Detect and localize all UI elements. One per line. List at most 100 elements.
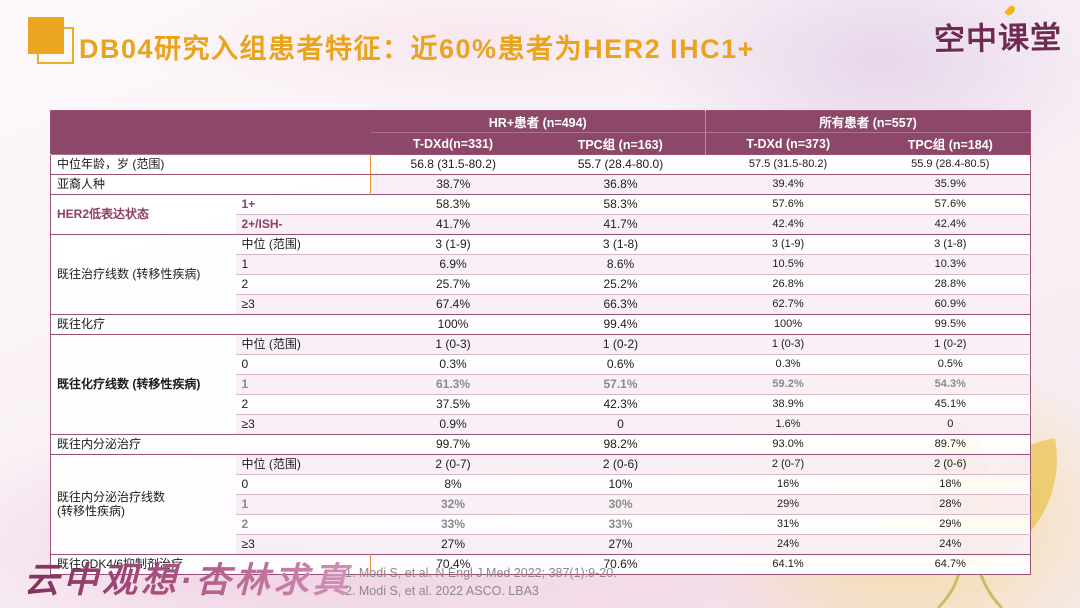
value-cell: 1.6% bbox=[705, 414, 871, 435]
value-cell: 0.3% bbox=[370, 354, 536, 375]
value-cell: 2 (0-7) bbox=[370, 454, 536, 475]
row-sublabel: 中位 (范围) bbox=[235, 454, 371, 475]
value-cell: 45.1% bbox=[870, 394, 1031, 415]
value-cell: 3 (1-8) bbox=[870, 234, 1031, 255]
value-cell: 29% bbox=[705, 494, 871, 515]
value-cell: 100% bbox=[705, 314, 871, 335]
row-sublabel: ≥3 bbox=[235, 534, 371, 555]
value-cell: 38.7% bbox=[370, 174, 536, 195]
table-row: 1 6.9% 8.6% 10.5% 10.3% bbox=[51, 254, 1031, 275]
row-sublabel: 中位 (范围) bbox=[235, 234, 371, 255]
table-row: 既往内分泌治疗线数 (转移性疾病) 中位 (范围) 2 (0-7) 2 (0-6) 2 … bbox=[50, 454, 1031, 555]
value-cell: 64.7% bbox=[870, 554, 1031, 575]
table-row: 2 25.7% 25.2% 26.8% 28.8% bbox=[51, 274, 1031, 295]
value-cell: 1 (0-3) bbox=[370, 334, 536, 355]
value-cell: 36.8% bbox=[535, 174, 706, 195]
table-row: 既往治疗线数 (转移性疾病) 中位 (范围) 3 (1-9) 3 (1-8) 3 (1-… bbox=[50, 234, 1031, 315]
value-cell: 24% bbox=[705, 534, 871, 555]
value-cell: 42.4% bbox=[870, 214, 1031, 235]
table-header-row: T-DXd(n=331) TPC组 (n=163) T-DXd (n=373) TPC… bbox=[51, 132, 1031, 155]
value-cell: 35.9% bbox=[870, 174, 1031, 195]
value-cell: 2 (0-6) bbox=[870, 454, 1031, 475]
table-row: 2 37.5% 42.3% 38.9% 45.1% bbox=[51, 394, 1031, 415]
row-label: 既往内分泌治疗线数 (转移性疾病) bbox=[50, 454, 236, 555]
table-row: 既往内分泌治疗 99.7% 98.2% 93.0% 89.7% bbox=[50, 434, 1031, 455]
value-cell: 57.1% bbox=[535, 374, 706, 395]
table-header: HR+患者 (n=494) 所有患者 (n=557) T-DXd(n=331) TPC… bbox=[50, 110, 1031, 155]
table-row: 既往化疗 100% 99.4% 100% 99.5% bbox=[50, 314, 1031, 335]
value-cell: 93.0% bbox=[705, 434, 871, 455]
table-row: 既往CDK4/6抑制剂治疗70.4%70.6%64.1%64.7% bbox=[50, 554, 1031, 575]
value-cell: 0 bbox=[870, 414, 1031, 435]
value-cell: 41.7% bbox=[535, 214, 706, 235]
value-cell: 57.6% bbox=[870, 194, 1031, 215]
value-cell: 55.9 (28.4-80.5) bbox=[870, 154, 1031, 175]
row-label: 既往内分泌治疗 bbox=[50, 434, 371, 455]
column-header: TPC组 (n=163) bbox=[535, 132, 706, 155]
value-cell: 99.7% bbox=[370, 434, 536, 455]
column-header: TPC组 (n=184) bbox=[870, 132, 1031, 155]
value-cell: 1 (0-2) bbox=[535, 334, 706, 355]
value-cell: 70.6% bbox=[535, 554, 706, 575]
value-cell: 30% bbox=[535, 494, 706, 515]
value-cell: 42.3% bbox=[535, 394, 706, 415]
value-cell: 6.9% bbox=[370, 254, 536, 275]
value-cell: 24% bbox=[870, 534, 1031, 555]
table-row: ≥3 0.9% 0 1.6% 0 bbox=[51, 414, 1031, 435]
value-cell: 57.6% bbox=[705, 194, 871, 215]
value-cell: 25.7% bbox=[370, 274, 536, 295]
row-sublabel: 1 bbox=[235, 494, 371, 515]
column-header: T-DXd(n=331) bbox=[370, 132, 536, 155]
value-cell: 0 bbox=[535, 414, 706, 435]
table-row: 中位年龄，岁 (范围) 56.8 (31.5-80.2) 55.7 (28.4-80… bbox=[50, 154, 1031, 175]
row-sublabel: 1+ bbox=[235, 194, 371, 215]
value-cell: 59.2% bbox=[705, 374, 871, 395]
value-cell: 32% bbox=[370, 494, 536, 515]
row-sublabel: 2 bbox=[235, 394, 371, 415]
value-cell: 8% bbox=[370, 474, 536, 495]
value-cell: 16% bbox=[705, 474, 871, 495]
table-header-row: HR+患者 (n=494) 所有患者 (n=557) bbox=[50, 110, 1031, 155]
value-cell: 3 (1-9) bbox=[370, 234, 536, 255]
value-cell: 0.3% bbox=[705, 354, 871, 375]
value-cell: 28.8% bbox=[870, 274, 1031, 295]
value-cell: 57.5 (31.5-80.2) bbox=[705, 154, 871, 175]
value-cell: 33% bbox=[535, 514, 706, 535]
value-cell: 98.2% bbox=[535, 434, 706, 455]
value-cell: 42.4% bbox=[705, 214, 871, 235]
value-cell: 31% bbox=[705, 514, 871, 535]
column-group-header: 所有患者 (n=557) bbox=[705, 110, 1031, 133]
table-corner-cell bbox=[50, 110, 371, 155]
value-cell: 70.4% bbox=[370, 554, 536, 575]
value-cell: 39.4% bbox=[705, 174, 871, 195]
row-sublabel: 1 bbox=[235, 254, 371, 275]
row-sublabel: 0 bbox=[235, 354, 371, 375]
value-cell: 58.3% bbox=[370, 194, 536, 215]
value-cell: 27% bbox=[535, 534, 706, 555]
row-label: 亚裔人种 bbox=[50, 174, 371, 195]
table-row: 2 33% 33% 31% 29% bbox=[51, 514, 1031, 535]
row-label: 既往CDK4/6抑制剂治疗 bbox=[50, 554, 371, 575]
table-row: 0 0.3% 0.6% 0.3% 0.5% bbox=[51, 354, 1031, 375]
value-cell: 67.4% bbox=[370, 294, 536, 315]
value-cell: 100% bbox=[370, 314, 536, 335]
value-cell: 37.5% bbox=[370, 394, 536, 415]
row-label: 既往治疗线数 (转移性疾病) bbox=[50, 234, 236, 315]
value-cell: 0.5% bbox=[870, 354, 1031, 375]
value-cell: 60.9% bbox=[870, 294, 1031, 315]
value-cell: 56.8 (31.5-80.2) bbox=[370, 154, 536, 175]
row-sublabel: 1 bbox=[235, 374, 371, 395]
value-cell: 1 (0-2) bbox=[870, 334, 1031, 355]
value-cell: 2 (0-6) bbox=[535, 454, 706, 475]
row-sublabel: 0 bbox=[235, 474, 371, 495]
value-cell: 62.7% bbox=[705, 294, 871, 315]
value-cell: 18% bbox=[870, 474, 1031, 495]
row-sublabel: 2 bbox=[235, 274, 371, 295]
page-title: DB04研究入组患者特征：近60%患者为HER2 IHC1+ bbox=[79, 34, 755, 64]
table-row: 0 8% 10% 16% 18% bbox=[51, 474, 1031, 495]
value-cell: 2 (0-7) bbox=[705, 454, 871, 475]
row-sublabel: 2 bbox=[235, 514, 371, 535]
value-cell: 28% bbox=[870, 494, 1031, 515]
value-cell: 89.7% bbox=[870, 434, 1031, 455]
